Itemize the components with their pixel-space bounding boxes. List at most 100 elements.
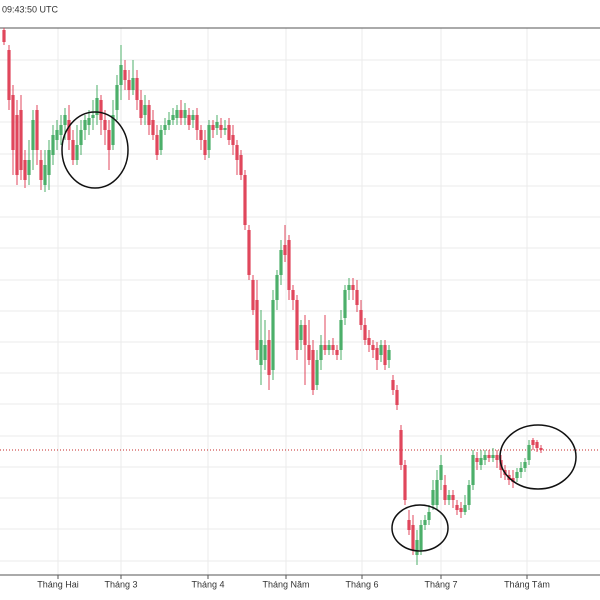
candle-body [55, 130, 59, 140]
candle-body [519, 468, 523, 472]
candle-body [395, 390, 399, 405]
candle-body [295, 300, 299, 350]
candle-body [183, 110, 187, 118]
candle-body [107, 130, 111, 150]
candle-body [355, 290, 359, 305]
candle-body [375, 348, 379, 360]
candle-body [247, 230, 251, 275]
x-tick-label: Tháng 6 [345, 579, 378, 589]
candle-body [251, 280, 255, 310]
candle-body [323, 345, 327, 350]
candle-body [391, 380, 395, 390]
candle-body [31, 120, 35, 150]
candle-body [523, 462, 527, 468]
candle-body [59, 125, 63, 135]
candle-body [379, 345, 383, 355]
candle-body [351, 285, 355, 290]
candle-body [207, 125, 211, 150]
candle-body [495, 455, 499, 460]
candle-body [111, 115, 115, 145]
x-tick-label: Tháng 4 [191, 579, 224, 589]
timestamp: 09:43:50 UTC [2, 4, 59, 14]
candle-body [51, 135, 55, 155]
candle-body [79, 130, 83, 145]
candle-body [143, 105, 147, 115]
candle-body [83, 120, 87, 130]
candle-body [263, 345, 267, 360]
candle-body [459, 508, 463, 512]
candle-body [43, 165, 47, 185]
candle-body [87, 118, 91, 125]
candle-body [483, 455, 487, 460]
candle-body [471, 455, 475, 485]
candle-body [243, 175, 247, 225]
candle-body [343, 290, 347, 318]
candle-body [363, 325, 367, 340]
candle-body [479, 458, 483, 465]
candle-body [71, 140, 75, 160]
candle-body [403, 465, 407, 500]
candle-body [531, 440, 535, 445]
candle-body [127, 80, 131, 90]
candle-body [67, 120, 71, 140]
candle-body [255, 300, 259, 350]
candle-body [35, 110, 39, 150]
candle-body [95, 98, 99, 115]
candle-body [151, 120, 155, 135]
candle-body [215, 122, 219, 128]
candle-body [327, 345, 331, 350]
candle-body [423, 520, 427, 525]
candle-body [455, 505, 459, 510]
annotation-circle [499, 424, 577, 490]
candle-body [135, 78, 139, 100]
candle-body [371, 345, 375, 350]
candle-body [175, 110, 179, 118]
candle-body [303, 325, 307, 345]
candle-body [439, 465, 443, 480]
candle-body [235, 145, 239, 160]
candle-body [415, 540, 419, 555]
candle-body [211, 125, 215, 130]
candle-body [435, 480, 439, 505]
candle-body [275, 275, 279, 300]
candle-body [407, 520, 411, 530]
candle-body [299, 325, 303, 340]
candle-body [491, 455, 495, 458]
x-tick-label: Tháng Hai [37, 579, 79, 589]
candle-body [91, 115, 95, 118]
candle-body [99, 100, 103, 120]
candle-body [283, 245, 287, 255]
candle-body [2, 30, 6, 42]
candle-body [23, 160, 27, 180]
candle-body [467, 485, 471, 505]
candle-body [231, 135, 235, 145]
candle-body [47, 150, 51, 175]
candle-body [515, 472, 519, 478]
candle-body [139, 100, 143, 118]
candle-body [191, 115, 195, 120]
candle-body [487, 455, 491, 458]
candle-body [511, 478, 515, 482]
candle-body [119, 65, 123, 85]
annotation-circle [61, 111, 129, 189]
candle-body [239, 155, 243, 175]
candle-body [171, 115, 175, 120]
candle-body [27, 160, 31, 175]
candle-body [187, 115, 191, 125]
candle-body [179, 110, 183, 118]
x-tick-label: Tháng 7 [424, 579, 457, 589]
candle-body [227, 125, 231, 140]
candle-body [527, 445, 531, 460]
candle-body [475, 458, 479, 462]
candle-body [147, 105, 151, 125]
candle-body [11, 95, 15, 150]
candle-body [535, 442, 539, 448]
candle-body [331, 345, 335, 350]
candle-body [103, 120, 107, 130]
candle-body [319, 345, 323, 360]
candle-body [167, 120, 171, 125]
candle-body [387, 350, 391, 360]
candle-body [39, 160, 43, 180]
